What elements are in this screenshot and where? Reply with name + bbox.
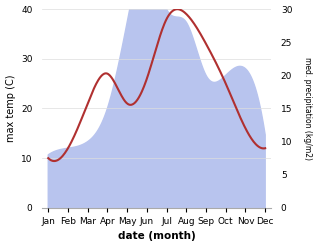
Y-axis label: max temp (C): max temp (C): [5, 75, 16, 142]
X-axis label: date (month): date (month): [118, 231, 196, 242]
Y-axis label: med. precipitation (kg/m2): med. precipitation (kg/m2): [303, 57, 313, 160]
